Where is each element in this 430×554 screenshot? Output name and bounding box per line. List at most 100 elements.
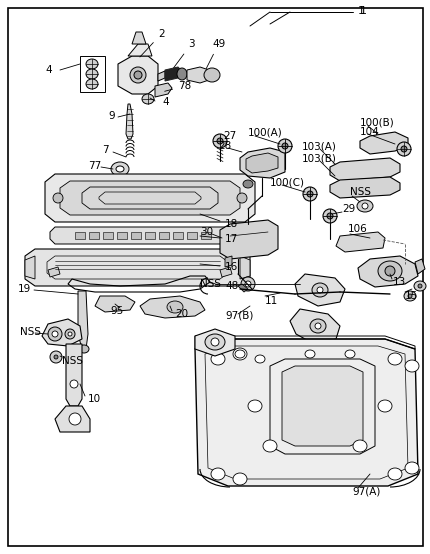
Ellipse shape bbox=[361, 203, 367, 209]
Polygon shape bbox=[131, 232, 141, 239]
Text: 100(B): 100(B) bbox=[359, 117, 394, 127]
Text: 2: 2 bbox=[140, 29, 164, 57]
Ellipse shape bbox=[68, 332, 72, 336]
Ellipse shape bbox=[281, 143, 287, 149]
Text: 48: 48 bbox=[224, 281, 238, 291]
Polygon shape bbox=[194, 339, 417, 486]
Text: 100(C): 100(C) bbox=[269, 177, 304, 187]
Ellipse shape bbox=[86, 69, 98, 79]
Polygon shape bbox=[359, 132, 407, 154]
Text: 29: 29 bbox=[341, 204, 354, 214]
Polygon shape bbox=[126, 104, 133, 139]
Ellipse shape bbox=[212, 134, 227, 148]
Ellipse shape bbox=[344, 350, 354, 358]
Polygon shape bbox=[281, 366, 362, 446]
Ellipse shape bbox=[247, 400, 261, 412]
Text: 4: 4 bbox=[45, 65, 52, 75]
Polygon shape bbox=[172, 232, 183, 239]
Polygon shape bbox=[165, 67, 181, 81]
Text: 106: 106 bbox=[347, 224, 367, 234]
Text: 97(B): 97(B) bbox=[224, 311, 253, 321]
Ellipse shape bbox=[69, 413, 81, 425]
Polygon shape bbox=[48, 267, 60, 277]
Ellipse shape bbox=[52, 331, 58, 337]
Ellipse shape bbox=[234, 350, 244, 358]
Text: 104: 104 bbox=[359, 127, 379, 137]
Polygon shape bbox=[357, 256, 417, 287]
Ellipse shape bbox=[211, 468, 224, 480]
Ellipse shape bbox=[86, 79, 98, 89]
Ellipse shape bbox=[141, 94, 154, 104]
Polygon shape bbox=[335, 232, 384, 252]
Polygon shape bbox=[194, 329, 234, 356]
Polygon shape bbox=[25, 256, 35, 279]
Ellipse shape bbox=[316, 287, 322, 293]
Text: 77: 77 bbox=[88, 161, 101, 171]
Ellipse shape bbox=[70, 380, 78, 388]
Ellipse shape bbox=[302, 187, 316, 201]
Ellipse shape bbox=[377, 400, 391, 412]
Text: 100(A): 100(A) bbox=[247, 127, 282, 137]
Ellipse shape bbox=[387, 353, 401, 365]
Ellipse shape bbox=[404, 360, 418, 372]
Text: 78: 78 bbox=[164, 81, 191, 91]
Ellipse shape bbox=[166, 301, 183, 313]
Ellipse shape bbox=[205, 334, 224, 350]
Polygon shape bbox=[187, 67, 212, 83]
Polygon shape bbox=[219, 267, 231, 277]
Text: 16: 16 bbox=[224, 262, 238, 272]
Text: 30: 30 bbox=[200, 227, 212, 237]
Text: 95: 95 bbox=[110, 306, 123, 316]
Polygon shape bbox=[45, 174, 255, 222]
Ellipse shape bbox=[314, 323, 320, 329]
Ellipse shape bbox=[322, 209, 336, 223]
Text: NSS: NSS bbox=[349, 187, 370, 197]
Ellipse shape bbox=[262, 440, 276, 452]
Polygon shape bbox=[75, 232, 85, 239]
Ellipse shape bbox=[384, 266, 394, 276]
Ellipse shape bbox=[417, 284, 421, 288]
Ellipse shape bbox=[277, 139, 291, 153]
Text: 20: 20 bbox=[175, 309, 187, 319]
Text: 18: 18 bbox=[224, 219, 238, 229]
Polygon shape bbox=[55, 406, 90, 432]
Polygon shape bbox=[224, 256, 231, 267]
Polygon shape bbox=[240, 148, 284, 178]
Ellipse shape bbox=[65, 329, 75, 339]
Ellipse shape bbox=[304, 350, 314, 358]
Polygon shape bbox=[294, 274, 344, 306]
Ellipse shape bbox=[240, 277, 255, 291]
Ellipse shape bbox=[309, 319, 325, 333]
Ellipse shape bbox=[177, 68, 187, 80]
Ellipse shape bbox=[216, 138, 222, 144]
Text: 13: 13 bbox=[392, 277, 405, 287]
Ellipse shape bbox=[54, 355, 58, 359]
Ellipse shape bbox=[79, 345, 89, 353]
Text: 9: 9 bbox=[108, 111, 114, 121]
Ellipse shape bbox=[53, 193, 63, 203]
Ellipse shape bbox=[237, 193, 246, 203]
Ellipse shape bbox=[233, 348, 246, 360]
Ellipse shape bbox=[407, 294, 411, 298]
Ellipse shape bbox=[211, 338, 218, 346]
Polygon shape bbox=[42, 319, 82, 346]
Ellipse shape bbox=[86, 59, 98, 69]
Polygon shape bbox=[155, 83, 172, 97]
Polygon shape bbox=[289, 309, 339, 344]
Text: 1: 1 bbox=[357, 6, 364, 16]
Ellipse shape bbox=[134, 71, 141, 79]
Text: 7: 7 bbox=[102, 145, 108, 155]
Text: 103(A): 103(A) bbox=[301, 141, 336, 151]
Ellipse shape bbox=[116, 166, 124, 172]
Ellipse shape bbox=[311, 283, 327, 297]
Ellipse shape bbox=[48, 327, 62, 341]
Text: 4: 4 bbox=[162, 97, 168, 107]
Polygon shape bbox=[158, 71, 165, 81]
Ellipse shape bbox=[203, 68, 219, 82]
Polygon shape bbox=[187, 232, 197, 239]
Polygon shape bbox=[237, 284, 247, 292]
Ellipse shape bbox=[211, 353, 224, 365]
Ellipse shape bbox=[352, 440, 366, 452]
Ellipse shape bbox=[111, 162, 129, 176]
Polygon shape bbox=[159, 232, 169, 239]
